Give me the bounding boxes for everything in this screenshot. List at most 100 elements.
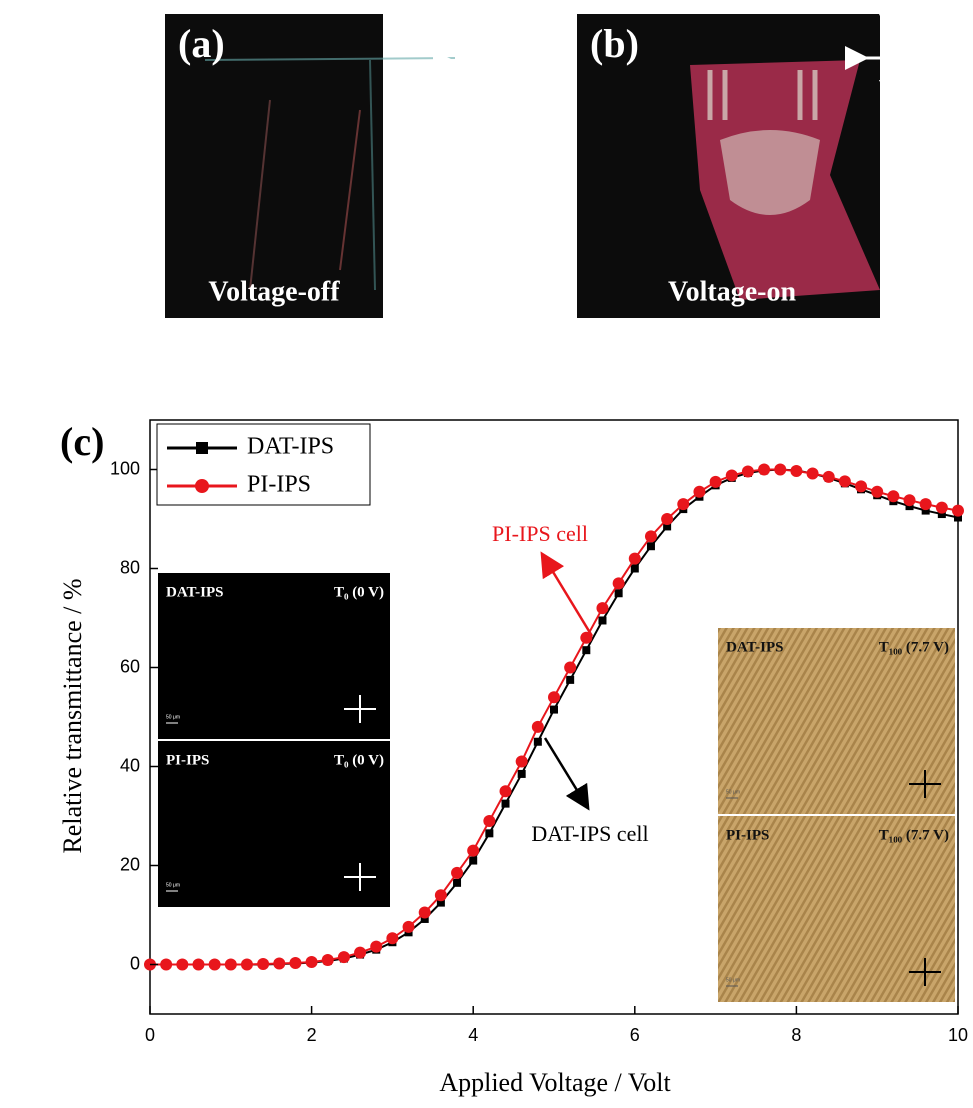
photo-label: (b) — [590, 21, 639, 66]
data-point — [176, 958, 189, 971]
data-point — [855, 480, 868, 493]
data-point — [469, 856, 478, 865]
data-point — [501, 799, 510, 808]
y-tick-label: 60 — [120, 656, 140, 676]
inset-panel — [158, 741, 390, 907]
inset-sample: DAT-IPS — [726, 639, 784, 655]
data-point — [533, 737, 542, 746]
data-point — [954, 513, 962, 522]
photo-label: (a) — [178, 21, 225, 66]
photo-caption: Voltage-on — [668, 276, 797, 307]
data-point — [257, 958, 270, 971]
inset-sample: PI-IPS — [726, 827, 769, 843]
data-point — [485, 829, 494, 838]
data-point — [630, 564, 639, 573]
data-point — [758, 463, 771, 476]
data-point — [370, 940, 383, 953]
inset-state: T₁₀₀ (7.7 V) — [879, 639, 949, 655]
panel-label: (c) — [60, 419, 104, 464]
data-point — [741, 465, 754, 478]
data-point — [614, 589, 623, 598]
data-point — [354, 946, 367, 959]
data-point — [434, 889, 447, 902]
data-point — [240, 958, 253, 971]
inset-panel — [718, 816, 955, 1002]
data-point — [644, 530, 657, 543]
data-point — [208, 958, 221, 971]
inset-state: T₁₀₀ (7.7 V) — [879, 827, 949, 843]
data-point — [935, 501, 948, 514]
data-point — [386, 932, 399, 945]
y-tick-label: 80 — [120, 557, 140, 577]
data-point — [483, 814, 496, 827]
data-point — [663, 522, 672, 531]
data-point — [598, 616, 607, 625]
data-point — [774, 463, 787, 476]
legend-box — [156, 423, 371, 506]
data-point — [548, 691, 560, 704]
legend-label: DAT-IPS — [247, 434, 334, 460]
data-point — [693, 485, 706, 498]
scale-bar-label: 50 μm — [726, 977, 740, 983]
data-point — [937, 510, 946, 519]
y-tick-label: 40 — [120, 755, 140, 775]
data-point — [499, 785, 512, 798]
data-point — [224, 958, 237, 971]
photo-caption: Voltage-off — [208, 276, 340, 307]
data-point — [822, 470, 835, 483]
scale-bar-label: 50 μm — [166, 882, 180, 888]
data-point — [305, 956, 318, 969]
data-point — [273, 957, 286, 970]
inset-panel — [158, 573, 390, 739]
x-tick-label: 2 — [307, 1025, 317, 1045]
annotation: PI-IPS cell — [492, 521, 588, 546]
data-point — [887, 490, 900, 503]
data-point — [903, 494, 916, 507]
data-point — [321, 954, 334, 967]
inset: DAT-IPS T₁₀₀ (7.7 V) 50 μm PI-IPS T₁₀₀ (7.7 … — [718, 628, 955, 1002]
data-point — [515, 755, 528, 768]
x-tick-label: 0 — [145, 1025, 155, 1045]
data-point — [709, 475, 722, 488]
x-axis-label: Applied Voltage / Volt — [439, 1068, 671, 1097]
inset-panel — [718, 628, 955, 814]
data-point — [192, 958, 205, 971]
plot — [144, 463, 964, 971]
data-point — [517, 769, 526, 778]
legend-marker — [195, 479, 209, 493]
inset-sample: PI-IPS — [166, 752, 209, 768]
y-tick-label: 100 — [110, 458, 140, 478]
data-point — [582, 646, 591, 655]
data-point — [402, 920, 415, 933]
data-point — [580, 631, 593, 644]
annotation: DAT-IPS cell — [531, 821, 648, 846]
data-point — [806, 467, 819, 480]
y-tick-label: 20 — [120, 854, 140, 874]
legend-marker — [196, 442, 208, 454]
photo-b: (b) Voltage-on — [577, 14, 937, 318]
inset-state: T₀ (0 V) — [334, 584, 384, 600]
data-point — [467, 844, 480, 857]
plot-frame — [149, 419, 959, 1015]
data-point — [160, 958, 173, 971]
data-point — [952, 504, 964, 517]
data-point — [628, 552, 641, 565]
data-point — [919, 498, 932, 511]
data-point — [453, 878, 462, 887]
data-point — [661, 513, 674, 525]
data-point — [725, 469, 738, 482]
inset-state: T₀ (0 V) — [334, 752, 384, 768]
data-point — [564, 661, 577, 674]
scale-bar-label: 50 μm — [726, 789, 740, 795]
y-tick-label: 0 — [130, 953, 140, 973]
y-axis-label: Relative transmittance / % — [58, 578, 87, 853]
data-point — [838, 475, 851, 488]
x-tick-label: 10 — [948, 1025, 968, 1045]
data-point — [531, 720, 544, 733]
annotation-arrow — [543, 737, 590, 811]
data-point — [337, 951, 350, 964]
photo-a: (a) Voltage-off — [165, 14, 524, 318]
data-point — [420, 914, 429, 923]
inset: DAT-IPS T₀ (0 V) 50 μm PI-IPS T₀ (0 V) 50 μm — [158, 573, 390, 907]
